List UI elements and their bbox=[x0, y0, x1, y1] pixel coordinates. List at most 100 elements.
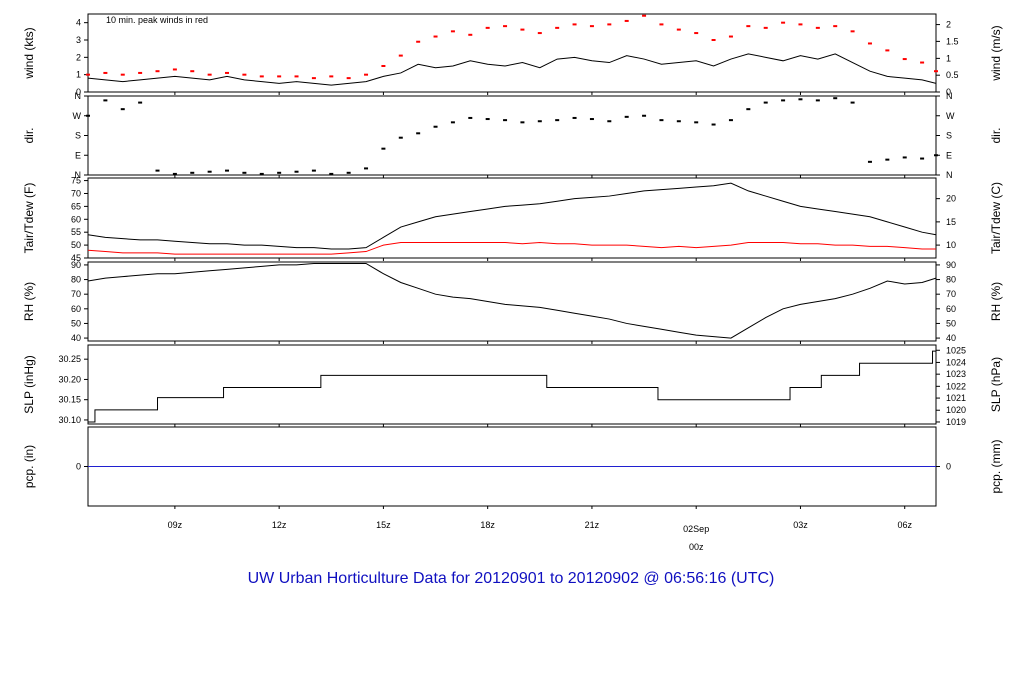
peak-point bbox=[190, 70, 195, 73]
dir-point bbox=[694, 121, 699, 124]
left-tick-label: N bbox=[75, 170, 82, 180]
right-tick-label: 80 bbox=[946, 275, 956, 285]
peak-point bbox=[398, 54, 403, 57]
ylabel-right: dir. bbox=[989, 127, 1003, 143]
peak-point bbox=[277, 75, 282, 78]
dir-point bbox=[850, 101, 855, 104]
peak-point bbox=[155, 70, 160, 73]
dir-point bbox=[225, 169, 230, 172]
right-tick-label: E bbox=[946, 150, 952, 160]
date-label: 02Sep bbox=[683, 524, 709, 534]
dir-point bbox=[624, 115, 629, 118]
peak-point bbox=[450, 30, 455, 33]
peak-point bbox=[676, 28, 681, 31]
left-tick-label: N bbox=[75, 91, 82, 101]
right-tick-label: 1.5 bbox=[946, 36, 959, 46]
dir-point bbox=[798, 98, 803, 101]
ylabel-left: Tair/Tdew (F) bbox=[22, 183, 36, 254]
right-tick-label: N bbox=[946, 91, 953, 101]
peak-point bbox=[416, 40, 421, 43]
peak-point bbox=[624, 19, 629, 22]
right-tick-label: 0.5 bbox=[946, 70, 959, 80]
peak-point bbox=[934, 70, 938, 73]
dir-point bbox=[207, 170, 212, 173]
x-tick-label: 09z bbox=[168, 520, 183, 530]
dir-point bbox=[416, 132, 421, 135]
peak-point bbox=[381, 65, 386, 67]
peak-point bbox=[294, 75, 299, 78]
peak-point bbox=[728, 35, 733, 38]
right-tick-label: 10 bbox=[946, 240, 956, 250]
left-tick-label: S bbox=[75, 131, 81, 141]
dir-point bbox=[607, 120, 612, 123]
dir-point bbox=[920, 157, 925, 160]
peak-point bbox=[503, 25, 508, 28]
right-tick-label: 60 bbox=[946, 304, 956, 314]
dir-point bbox=[155, 169, 160, 172]
panel-frame bbox=[87, 95, 937, 176]
chart-title: UW Urban Horticulture Data for 20120901 … bbox=[248, 570, 775, 587]
peak-point bbox=[172, 68, 177, 71]
right-tick-label: 15 bbox=[946, 217, 956, 227]
peak-point bbox=[103, 71, 108, 74]
ylabel-left: pcp. (in) bbox=[22, 445, 36, 488]
peak-point bbox=[833, 25, 838, 28]
right-tick-label: 0 bbox=[946, 87, 951, 97]
dir-point bbox=[277, 171, 282, 174]
panel-rh: 40 50 60 70 80 90 40 50 60 70 80 90 RH (%) RH (%) bbox=[22, 260, 1003, 344]
panel-wind: 0 1 2 3 4 0 0.5 1 1.5 2 wind (kts) wind (m/s) 10 min… bbox=[22, 13, 1003, 97]
right-tick-label: 2 bbox=[946, 20, 951, 30]
dir-point bbox=[398, 136, 403, 139]
panel-pcp: 0 0 pcp. (in) pcp. (mm) bbox=[22, 426, 1003, 509]
dir-point bbox=[746, 108, 751, 111]
x-tick-label: 18z bbox=[480, 520, 495, 530]
dir-point bbox=[728, 119, 733, 122]
peak-point bbox=[746, 25, 751, 28]
dir-point bbox=[346, 171, 351, 174]
dir-point bbox=[242, 171, 247, 174]
peak-point bbox=[920, 61, 925, 64]
panel-frame bbox=[87, 344, 937, 425]
panel-slp: 30.10 30.15 30.20 30.25 1019 1020 1021 1022 1023… bbox=[22, 344, 1003, 427]
left-tick-label: 4 bbox=[76, 18, 81, 28]
left-tick-label: 3 bbox=[76, 35, 81, 45]
series-wind bbox=[87, 53, 937, 86]
left-tick-label: 70 bbox=[71, 289, 81, 299]
left-tick-label: 30.25 bbox=[58, 354, 81, 364]
right-tick-label: 1025 bbox=[946, 345, 966, 355]
peak-point bbox=[120, 73, 125, 76]
peak-point bbox=[346, 77, 351, 80]
series-Tdew bbox=[87, 242, 936, 255]
left-tick-label: 75 bbox=[71, 176, 81, 186]
peak-point bbox=[520, 28, 525, 31]
time-axis: 09z 12z 15z 18z 21z 00z 03z 06z bbox=[168, 520, 913, 552]
dir-point bbox=[172, 172, 177, 175]
peak-point bbox=[607, 23, 612, 26]
dir-point bbox=[503, 119, 508, 122]
panel-frame bbox=[87, 13, 937, 93]
right-tick-label: 1021 bbox=[946, 393, 966, 403]
dir-point bbox=[659, 119, 664, 122]
dir-point bbox=[120, 108, 125, 111]
peak-point bbox=[364, 73, 369, 76]
peak-point bbox=[798, 23, 803, 26]
dir-point bbox=[642, 114, 647, 117]
peak-point bbox=[242, 73, 247, 76]
left-tick-label: 30.20 bbox=[58, 374, 81, 384]
left-tick-label: 60 bbox=[71, 214, 81, 224]
right-tick-label: 1024 bbox=[946, 357, 966, 367]
dir-point bbox=[676, 120, 681, 123]
left-tick-label: 65 bbox=[71, 201, 81, 211]
series-RH bbox=[87, 262, 937, 339]
peak-point bbox=[207, 73, 212, 76]
panel-frame bbox=[87, 177, 937, 259]
right-tick-label: 70 bbox=[946, 289, 956, 299]
x-tick-label: 06z bbox=[897, 520, 912, 530]
wind-annotation: 10 min. peak winds in red bbox=[106, 15, 208, 25]
left-tick-label: 1 bbox=[76, 70, 81, 80]
peak-point bbox=[572, 23, 577, 26]
peak-point bbox=[225, 71, 230, 74]
